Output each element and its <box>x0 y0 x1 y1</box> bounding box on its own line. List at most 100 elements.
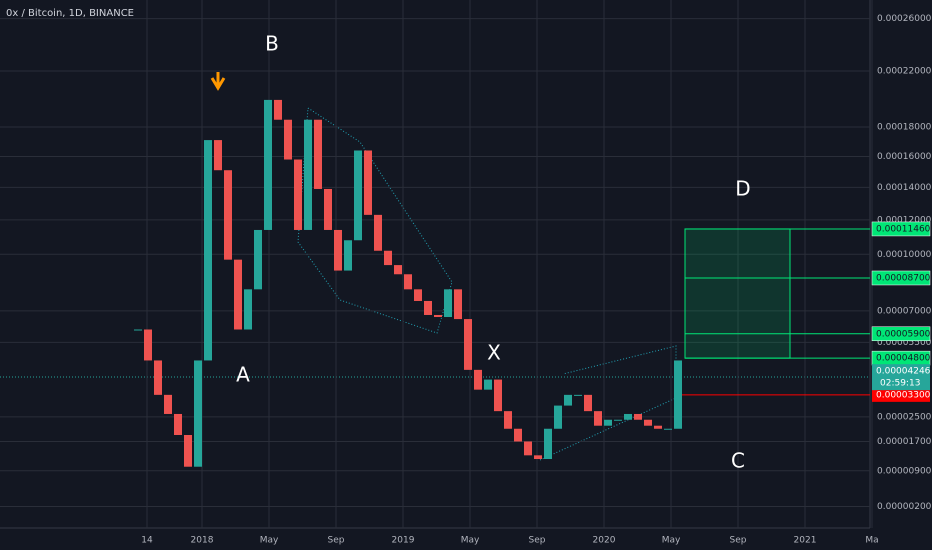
x-tick-label: May <box>662 536 681 546</box>
candle <box>174 413 182 436</box>
candle <box>614 419 622 421</box>
candle <box>214 140 222 171</box>
candle <box>524 441 532 456</box>
target-label: 0.00005900 <box>876 329 931 339</box>
candle <box>534 455 542 460</box>
y-tick-label: 0.00010000 <box>877 250 932 260</box>
y-tick-label: 0.00007000 <box>877 306 932 316</box>
y-tick-label: 0.00014000 <box>877 183 932 193</box>
x-tick-label: 14 <box>141 536 153 546</box>
x-tick-label: 2021 <box>794 536 817 546</box>
y-tick-label: 0.00001700 <box>877 437 932 447</box>
candle <box>294 159 302 230</box>
candle <box>204 140 212 361</box>
y-tick-label: 0.00000200 <box>877 502 932 512</box>
candle <box>404 274 412 290</box>
arrow-icon <box>210 72 226 91</box>
target-label-box <box>871 270 931 286</box>
candle <box>244 289 252 330</box>
y-tick-label: 0.00005500 <box>877 338 932 348</box>
candle <box>264 99 272 230</box>
y-tick-label: 0.00000900 <box>877 466 932 476</box>
x-tick-label: May <box>260 536 279 546</box>
candle <box>184 435 192 467</box>
candle <box>384 250 392 266</box>
y-tick-label: 0.00016000 <box>877 152 932 162</box>
candle <box>644 419 652 426</box>
last-price-box <box>872 364 930 391</box>
y-tick-label: 0.00018000 <box>877 122 932 132</box>
last-price-label: 0.00004246 <box>876 367 931 377</box>
candle <box>324 188 332 230</box>
pattern-lines <box>297 107 677 461</box>
candle <box>364 150 372 215</box>
x-tick-label: May <box>461 536 480 546</box>
candle <box>394 265 402 275</box>
candle <box>454 289 462 320</box>
candle <box>164 394 172 414</box>
pattern-channel <box>297 107 453 334</box>
candle <box>674 360 682 429</box>
candle <box>584 394 592 412</box>
target-label-box <box>871 326 931 342</box>
candle <box>304 119 312 230</box>
candle <box>434 314 442 318</box>
candle <box>624 413 632 420</box>
target-zone <box>684 228 791 359</box>
y-tick-label: 0.00026000 <box>877 14 932 24</box>
x-tick-label: Sep <box>328 536 345 546</box>
x-tick-label: 2018 <box>191 536 214 546</box>
candle <box>284 119 292 160</box>
target-label-box <box>871 221 931 237</box>
candle <box>234 259 242 330</box>
wave-label: C <box>731 449 745 473</box>
candle <box>594 411 602 426</box>
candle <box>314 119 322 189</box>
y-tick-label: 0.00022000 <box>877 67 932 77</box>
chart-title: 0x / Bitcoin, 1D, BINANCE <box>6 8 134 19</box>
wave-label: B <box>265 32 279 56</box>
candle <box>224 170 232 260</box>
candle <box>344 240 352 271</box>
wave-label: X <box>487 341 501 365</box>
candle <box>254 229 262 290</box>
target-label: 0.00008700 <box>876 273 931 283</box>
x-tick-label: 2020 <box>593 536 616 546</box>
candle <box>444 289 452 318</box>
candle <box>654 425 662 429</box>
target-label: 0.00004800 <box>876 354 931 364</box>
candle <box>414 289 422 301</box>
candle <box>474 369 482 390</box>
candle <box>374 214 382 251</box>
candle <box>604 419 612 426</box>
wave-label: A <box>236 363 250 387</box>
candle <box>334 229 342 271</box>
candle <box>564 394 572 406</box>
x-tick-label: Sep <box>529 536 546 546</box>
stop-label-box <box>872 387 930 402</box>
candle <box>544 428 552 460</box>
candle <box>194 360 202 467</box>
candle <box>134 329 142 331</box>
wave-label: D <box>735 177 750 201</box>
x-tick-label: 2019 <box>392 536 415 546</box>
candle <box>664 428 672 430</box>
candle <box>514 428 522 442</box>
candle <box>554 405 562 429</box>
candle <box>494 379 502 412</box>
candle <box>354 150 362 241</box>
candle <box>154 360 162 395</box>
candle <box>504 411 512 429</box>
target-label: 0.00011460 <box>876 224 931 234</box>
candle <box>574 394 582 396</box>
candle <box>634 413 642 420</box>
candle <box>274 99 282 120</box>
stop-label: 0.00003300 <box>876 390 931 400</box>
x-tick-label: Sep <box>730 536 747 546</box>
candle <box>484 379 492 390</box>
y-tick-label: 0.00012000 <box>877 215 932 225</box>
x-tick-label: Ma <box>865 536 878 546</box>
candle <box>144 329 152 361</box>
